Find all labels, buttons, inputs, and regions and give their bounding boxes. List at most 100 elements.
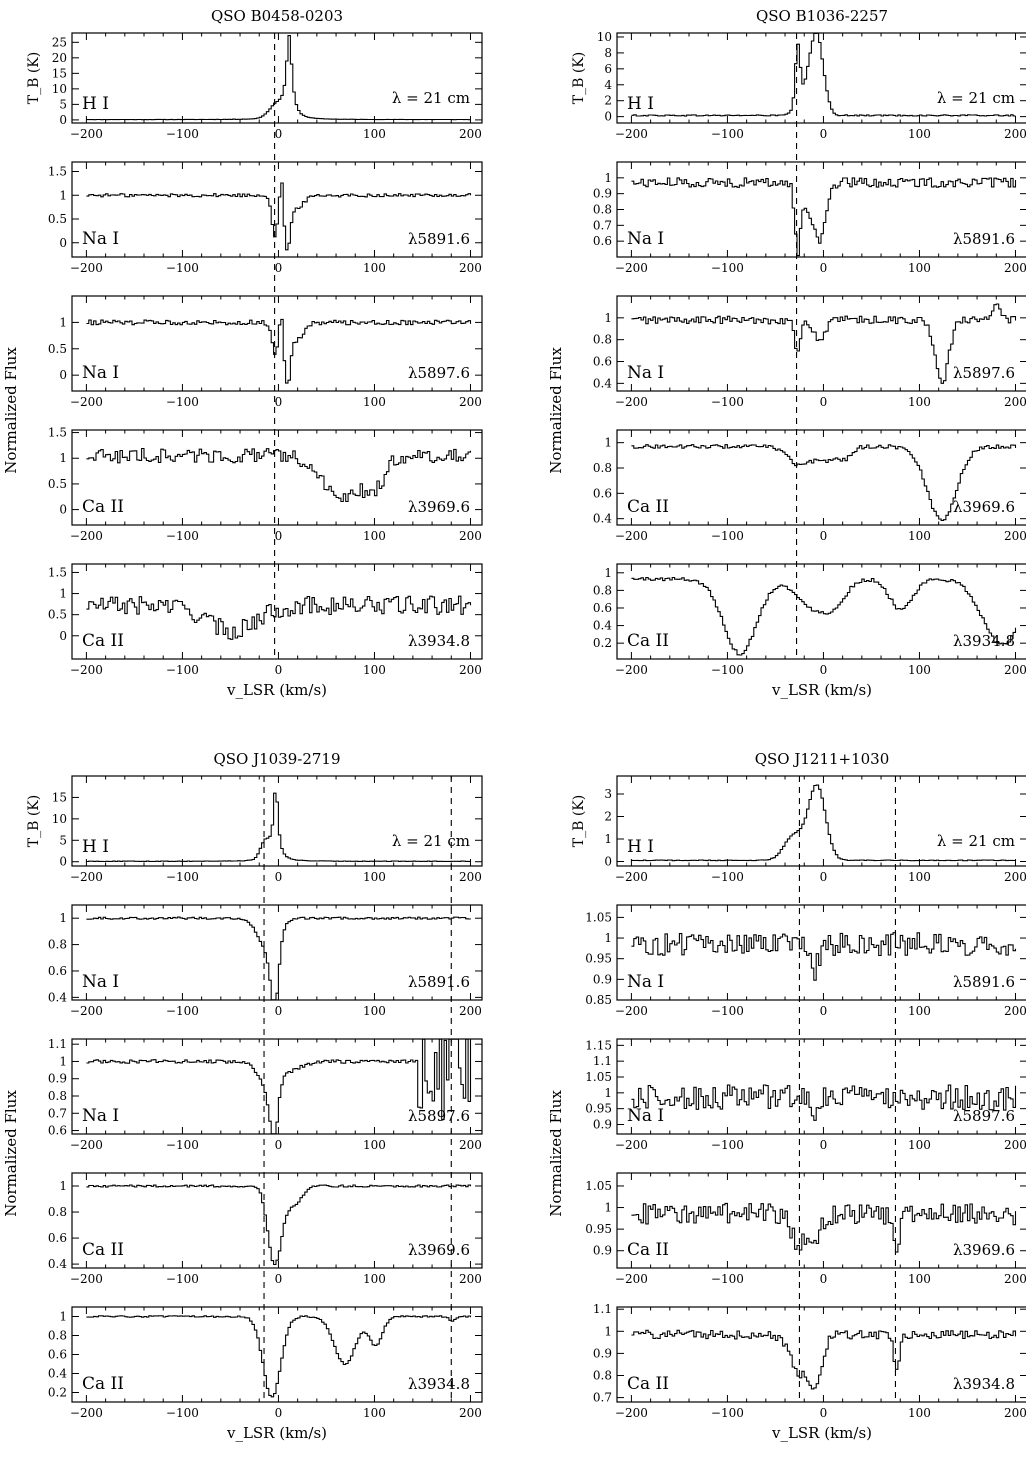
y-tick-label: 0.8 bbox=[48, 1329, 67, 1343]
x-tick-label: 100 bbox=[363, 261, 386, 275]
panel-3: −200 −100 0 100 200 0 0.5 1 Na I λ5897.6 bbox=[48, 295, 483, 409]
y-tick-label: 0.8 bbox=[593, 333, 612, 347]
y-tick-label: 0 bbox=[59, 855, 67, 869]
species-label: Na I bbox=[627, 363, 664, 383]
x-tick-label: −200 bbox=[615, 1272, 648, 1286]
transition-label: λ = 21 cm bbox=[392, 89, 470, 107]
y-tick-label: 15 bbox=[52, 790, 67, 804]
x-tick-label: −200 bbox=[70, 1406, 103, 1420]
x-tick-label: 200 bbox=[1004, 395, 1026, 409]
y-tick-label: 0.9 bbox=[48, 1072, 67, 1086]
panel-frame bbox=[616, 563, 1026, 660]
y-tick-label: 2 bbox=[604, 94, 612, 108]
transition-label: λ5897.6 bbox=[408, 1107, 470, 1125]
panel-frame bbox=[71, 775, 483, 867]
x-tick-label: −200 bbox=[615, 395, 648, 409]
panel-5: −200 −100 0 100 200 0.7 0.8 0.9 1 1.1 Ca II λ3934.8 bbox=[593, 1302, 1026, 1420]
y-tick-label: 0.9 bbox=[593, 1118, 612, 1132]
x-tick-label: 100 bbox=[908, 1138, 931, 1152]
x-tick-label: −200 bbox=[70, 127, 103, 141]
spectrum-line bbox=[631, 32, 1016, 117]
x-tick-label: −100 bbox=[166, 529, 199, 543]
y-tick-label: 8 bbox=[604, 46, 612, 60]
y-tick-label: 0 bbox=[59, 368, 67, 382]
panel-5: −200 −100 0 100 200 0.2 0.4 0.6 0.8 1 Ca II λ3934.8 bbox=[48, 1306, 483, 1420]
normalized-flux-label: Normalized Flux bbox=[547, 347, 565, 474]
spectrum-line bbox=[631, 303, 1017, 384]
y-tick-label: 0.8 bbox=[48, 938, 67, 952]
y-tick-label: 1 bbox=[604, 931, 612, 945]
panel-2: −200 −100 0 100 200 0.85 0.9 0.95 1 1.05 Na I λ5891… bbox=[585, 904, 1026, 1018]
x-tick-label: −200 bbox=[615, 1406, 648, 1420]
x-tick-label: 200 bbox=[459, 870, 482, 884]
x-tick-label: 100 bbox=[363, 395, 386, 409]
x-tick-label: 200 bbox=[1004, 1272, 1026, 1286]
y-tick-label: 0.2 bbox=[48, 1386, 67, 1400]
normalized-flux-label: Normalized Flux bbox=[2, 1090, 20, 1217]
y-tick-label: 0.8 bbox=[593, 461, 612, 475]
y-tick-label: 0.6 bbox=[593, 234, 612, 248]
panel-frame bbox=[71, 429, 483, 526]
species-label: Ca II bbox=[82, 497, 124, 517]
species-label: Na I bbox=[82, 229, 119, 249]
x-tick-label: 200 bbox=[1004, 261, 1026, 275]
y-tick-label: 1 bbox=[59, 1179, 67, 1193]
x-tick-label: 0 bbox=[275, 1272, 283, 1286]
x-tick-label: −200 bbox=[70, 870, 103, 884]
transition-label: λ3969.6 bbox=[408, 1241, 470, 1259]
x-tick-label: 200 bbox=[459, 663, 482, 677]
x-tick-label: −200 bbox=[615, 1138, 648, 1152]
y-tick-label: 0.4 bbox=[48, 1367, 67, 1381]
x-tick-label: −100 bbox=[711, 1138, 744, 1152]
y-tick-label: 0.6 bbox=[48, 1348, 67, 1362]
quadrant-1: QSO B0458-0203−200 −100 0 100 2000510152025H… bbox=[2, 7, 483, 699]
x-tick-label: 200 bbox=[1004, 1004, 1026, 1018]
species-label: Ca II bbox=[82, 1240, 124, 1260]
y-tick-label: 1.5 bbox=[48, 165, 67, 179]
transition-label: λ5891.6 bbox=[408, 973, 470, 991]
y-tick-label: 0 bbox=[59, 113, 67, 127]
y-tick-label: 25 bbox=[52, 35, 67, 49]
panel-frame bbox=[71, 1172, 483, 1269]
y-tick-label: 0.6 bbox=[593, 601, 612, 615]
spectrum-line bbox=[86, 182, 472, 251]
y-tick-label: 0.4 bbox=[48, 990, 67, 1004]
panel-frame bbox=[616, 775, 1026, 867]
y-tick-label: 1 bbox=[59, 1310, 67, 1324]
y-tick-label: 1.5 bbox=[48, 426, 67, 440]
x-tick-label: 0 bbox=[275, 1004, 283, 1018]
x-tick-label: 100 bbox=[908, 663, 931, 677]
x-tick-label: −100 bbox=[166, 663, 199, 677]
x-tick-label: 100 bbox=[908, 1406, 931, 1420]
transition-label: λ3969.6 bbox=[408, 498, 470, 516]
species-label: Ca II bbox=[627, 1240, 669, 1260]
transition-label: λ = 21 cm bbox=[392, 832, 470, 850]
quadrant-title: QSO B0458-0203 bbox=[211, 7, 343, 25]
y-tick-label: 0 bbox=[604, 855, 612, 869]
spectrum-line bbox=[86, 447, 472, 503]
panel-frame bbox=[71, 161, 483, 258]
y-tick-label: 0.9 bbox=[593, 1244, 612, 1258]
x-tick-label: −100 bbox=[711, 870, 744, 884]
panel-frame bbox=[616, 295, 1026, 392]
y-tick-label: 0.4 bbox=[593, 376, 612, 390]
x-tick-label: −100 bbox=[711, 395, 744, 409]
x-tick-label: 200 bbox=[459, 529, 482, 543]
x-tick-label: −100 bbox=[711, 1004, 744, 1018]
species-label: Na I bbox=[82, 363, 119, 383]
spectrum-line bbox=[86, 318, 472, 384]
x-tick-label: −100 bbox=[711, 1272, 744, 1286]
panel-3: −200 −100 0 100 200 0.9 0.95 1 1.05 1.1 1.15 Na I λ5… bbox=[585, 1038, 1026, 1152]
y-tick-label: 1 bbox=[59, 451, 67, 465]
panel-1: −200 −100 0 100 200 0 1 2 3 H I λ = 21 cm T_B (K) bbox=[571, 775, 1026, 884]
y-tick-label: 0 bbox=[59, 503, 67, 517]
panel-3: −200 −100 0 100 200 0.6 0.7 0.8 0.9 1 1.1 Na I λ5897… bbox=[48, 1037, 483, 1152]
species-label: Na I bbox=[627, 1106, 664, 1126]
y-tick-label: 0.8 bbox=[48, 1205, 67, 1219]
panel-5: −200 −100 0 100 200 0.2 0.4 0.6 0.8 1 Ca II λ3934.8 bbox=[593, 563, 1026, 677]
y-tick-label: 1 bbox=[604, 436, 612, 450]
transition-label: λ3934.8 bbox=[408, 632, 470, 650]
transition-label: λ3934.8 bbox=[953, 632, 1015, 650]
